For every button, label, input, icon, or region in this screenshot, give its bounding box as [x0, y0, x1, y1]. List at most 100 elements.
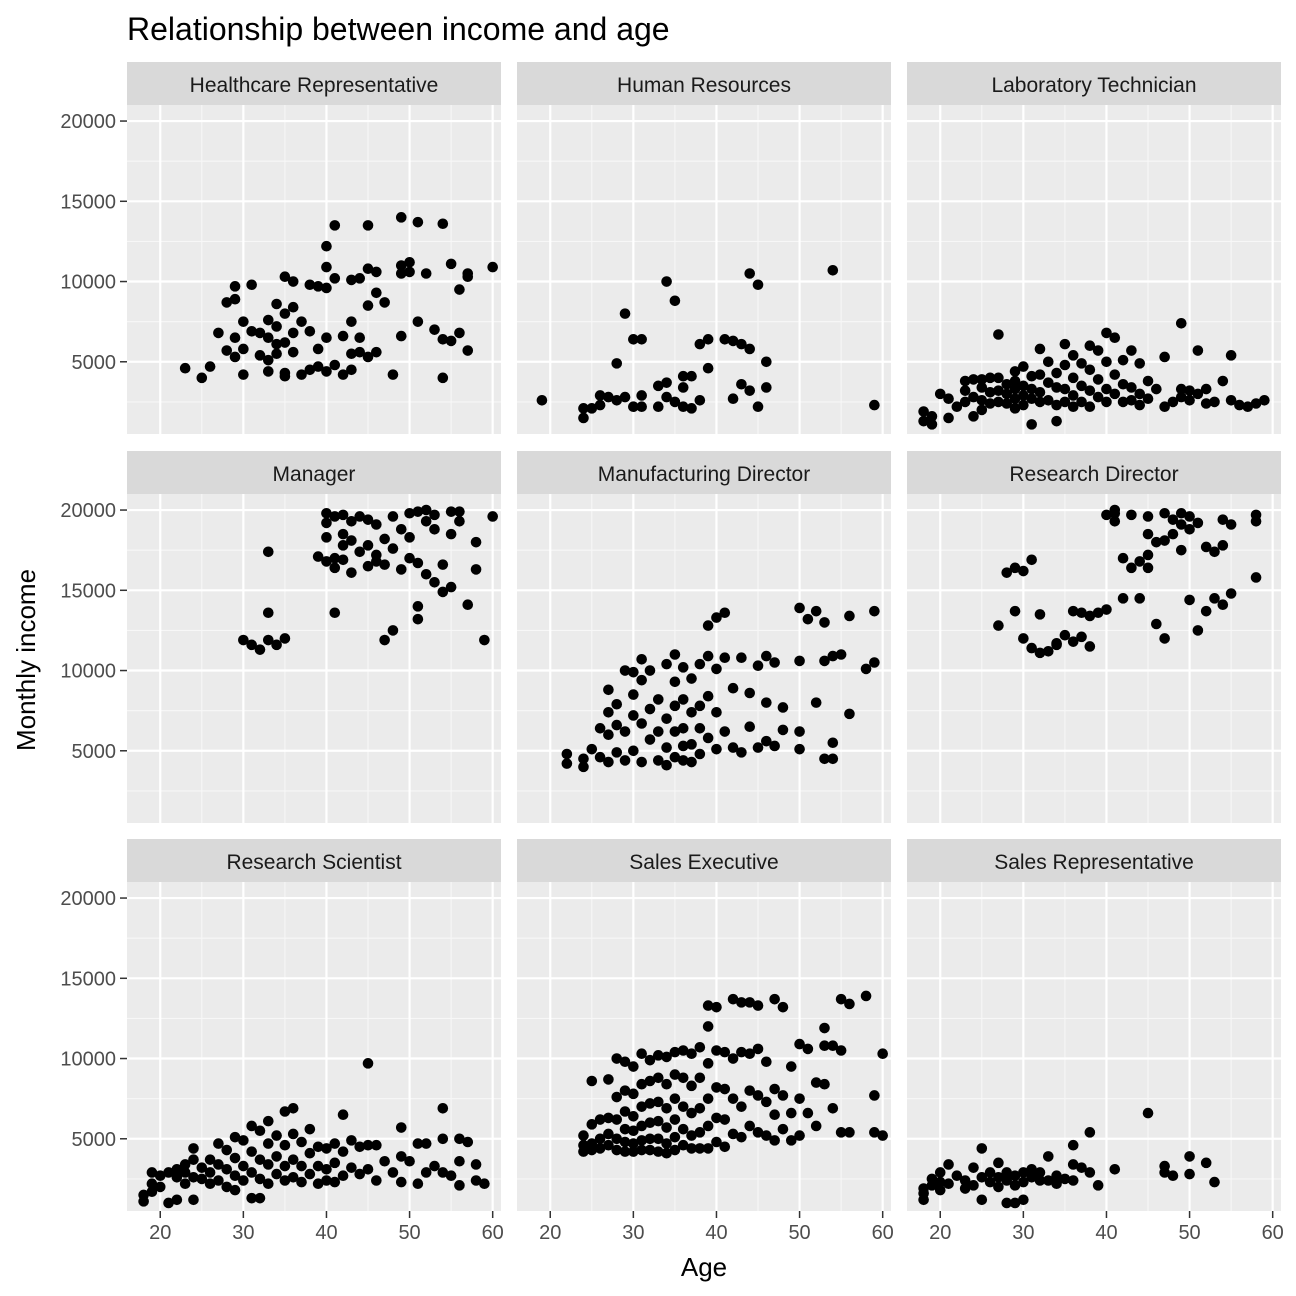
data-point: [1217, 599, 1229, 611]
data-point: [279, 271, 291, 283]
data-point: [727, 335, 739, 347]
data-point: [287, 346, 299, 358]
data-point: [387, 543, 399, 554]
data-point: [395, 1176, 407, 1188]
data-point: [578, 412, 589, 424]
data-point: [1026, 370, 1037, 382]
data-point: [719, 726, 731, 737]
data-point: [1026, 554, 1037, 566]
data-point: [204, 1154, 216, 1165]
data-point: [1184, 524, 1195, 535]
facet-strip: [127, 451, 501, 494]
data-point: [794, 1130, 805, 1141]
data-point: [686, 1107, 697, 1119]
data-point: [769, 1135, 780, 1146]
data-point: [844, 1127, 855, 1138]
data-point: [337, 330, 349, 342]
data-point: [262, 314, 274, 326]
data-point: [1009, 403, 1021, 414]
data-point: [221, 1163, 233, 1175]
data-point: [603, 1074, 614, 1085]
data-point: [1084, 364, 1096, 376]
data-point: [594, 1114, 606, 1125]
data-point: [736, 1046, 747, 1058]
data-point: [993, 1157, 1004, 1169]
data-point: [976, 1171, 988, 1183]
data-point: [1009, 1180, 1021, 1191]
data-point: [652, 380, 664, 392]
data-point: [1059, 629, 1071, 641]
data-point: [329, 607, 341, 619]
data-point: [711, 1082, 722, 1093]
data-point: [578, 761, 589, 773]
data-point: [719, 607, 731, 619]
data-point: [1159, 401, 1170, 413]
data-point: [1076, 1162, 1087, 1173]
data-point: [321, 1163, 332, 1175]
data-point: [454, 506, 465, 517]
data-point: [603, 729, 614, 741]
data-point: [1167, 514, 1179, 525]
data-point: [204, 1167, 216, 1178]
data-point: [445, 506, 457, 517]
data-point: [702, 1000, 714, 1011]
data-point: [993, 372, 1004, 384]
data-point: [221, 297, 233, 308]
data-point: [702, 620, 714, 631]
data-point: [644, 1117, 656, 1129]
data-point: [1159, 535, 1170, 546]
data-point: [993, 1181, 1004, 1193]
data-point: [296, 1160, 307, 1172]
y-tick-label: 10000: [60, 661, 116, 683]
data-point: [146, 1178, 158, 1190]
data-point: [1175, 383, 1187, 395]
data-point: [246, 325, 257, 337]
x-tick-label: 60: [482, 1222, 504, 1244]
data-point: [1101, 327, 1112, 339]
data-point: [371, 1175, 382, 1186]
data-point: [644, 665, 656, 676]
data-point: [619, 1146, 631, 1157]
data-point: [404, 1155, 415, 1167]
data-point: [744, 721, 756, 733]
data-point: [727, 1093, 739, 1104]
x-tick-label: 30: [232, 1222, 254, 1244]
data-point: [652, 726, 664, 737]
facet-grid: Healthcare Representative 5000 10000 15000 2…: [60, 62, 1284, 1244]
data-point: [619, 1136, 631, 1148]
data-point: [1159, 507, 1170, 519]
data-point: [968, 411, 979, 422]
data-point: [636, 756, 647, 768]
data-point: [1018, 399, 1029, 411]
data-point: [1175, 391, 1187, 403]
x-tick-label: 40: [1095, 1222, 1117, 1244]
data-point: [221, 1144, 233, 1156]
data-point: [395, 1151, 407, 1162]
data-point: [802, 613, 814, 625]
facet-strip: [907, 839, 1281, 882]
data-point: [1084, 641, 1096, 652]
panel-background: [907, 882, 1281, 1211]
data-point: [761, 1096, 772, 1108]
facet-strip-label: Research Director: [1009, 463, 1178, 486]
data-point: [694, 1042, 706, 1053]
data-point: [1067, 372, 1079, 384]
data-point: [926, 411, 938, 422]
data-point: [246, 1120, 257, 1132]
x-tick-label: 30: [1012, 1222, 1034, 1244]
data-point: [229, 332, 241, 344]
data-point: [163, 1197, 174, 1209]
data-point: [652, 1096, 664, 1108]
data-point: [761, 1130, 772, 1141]
facet-strip-label: Manufacturing Director: [598, 463, 810, 486]
data-point: [437, 372, 449, 384]
data-point: [1018, 1194, 1029, 1206]
data-point: [196, 372, 208, 384]
data-point: [1001, 378, 1013, 390]
data-point: [1167, 528, 1179, 540]
data-point: [138, 1189, 149, 1201]
data-point: [221, 345, 233, 356]
data-point: [719, 652, 731, 663]
data-point: [694, 723, 706, 734]
data-point: [254, 1173, 266, 1185]
